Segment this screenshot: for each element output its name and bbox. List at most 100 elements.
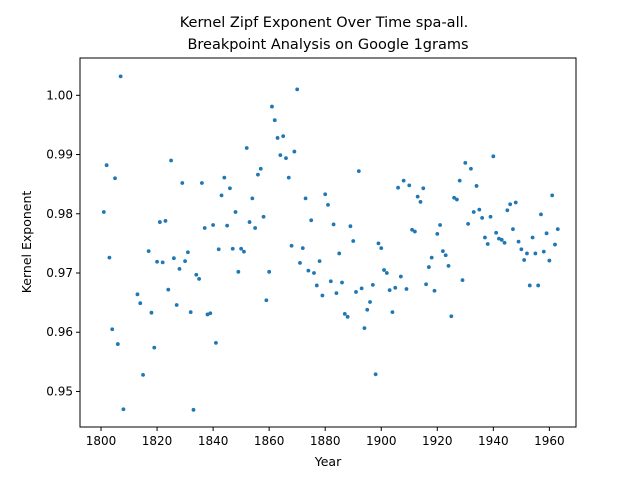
- data-point-10: [141, 372, 145, 377]
- data-point-55: [270, 104, 274, 109]
- data-point-5: [115, 342, 120, 346]
- data-point-7: [121, 407, 126, 412]
- data-point-107: [415, 194, 420, 199]
- data-point-4: [113, 176, 117, 181]
- data-point-94: [379, 246, 384, 251]
- data-point-15: [157, 220, 162, 224]
- data-point-66: [300, 246, 305, 251]
- data-point-39: [225, 223, 230, 228]
- data-point-47: [247, 220, 252, 224]
- data-point-83: [348, 224, 353, 229]
- data-point-155: [550, 193, 555, 198]
- data-point-68: [306, 268, 311, 273]
- data-point-124: [463, 160, 468, 165]
- data-point-44: [239, 246, 244, 251]
- data-point-75: [326, 202, 330, 207]
- data-point-27: [191, 407, 196, 412]
- data-point-61: [286, 175, 291, 180]
- data-point-45: [242, 249, 246, 254]
- data-point-28: [194, 272, 199, 277]
- data-point-104: [407, 183, 412, 188]
- data-point-34: [211, 223, 216, 227]
- data-point-70: [312, 271, 316, 275]
- data-point-53: [264, 298, 269, 303]
- data-point-86: [356, 169, 361, 174]
- data-point-140: [508, 202, 513, 207]
- data-point-26: [188, 310, 193, 314]
- data-point-149: [533, 251, 538, 256]
- data-point-40: [228, 186, 232, 191]
- data-point-24: [183, 259, 187, 264]
- data-point-152: [541, 249, 546, 254]
- data-point-115: [438, 223, 442, 227]
- data-point-153: [544, 231, 549, 236]
- plot-area-frame: [79, 57, 577, 428]
- data-point-13: [152, 345, 157, 350]
- data-point-87: [359, 286, 364, 291]
- y-tick-label: 0.99: [46, 148, 73, 162]
- data-point-129: [477, 207, 482, 212]
- data-point-125: [466, 221, 471, 226]
- data-point-145: [522, 258, 527, 262]
- data-point-131: [483, 235, 487, 240]
- data-point-112: [429, 255, 434, 260]
- data-point-9: [138, 301, 143, 306]
- data-point-65: [298, 261, 302, 265]
- data-point-118: [446, 264, 451, 268]
- data-point-54: [267, 269, 272, 274]
- data-point-30: [200, 181, 204, 185]
- x-tick-label: 1920: [422, 434, 453, 448]
- data-point-122: [457, 178, 462, 183]
- data-point-50: [256, 172, 260, 177]
- data-point-48: [250, 196, 255, 201]
- data-point-57: [275, 136, 280, 140]
- data-point-33: [208, 311, 213, 316]
- data-point-130: [480, 216, 485, 220]
- data-point-142: [513, 200, 518, 205]
- data-point-126: [469, 166, 473, 171]
- data-point-110: [424, 282, 428, 287]
- data-point-100: [396, 185, 400, 190]
- x-tick-label: 1860: [254, 434, 285, 448]
- data-point-8: [135, 292, 140, 297]
- x-tick-label: 1800: [86, 434, 117, 448]
- data-point-51: [258, 166, 263, 171]
- data-point-60: [284, 156, 288, 161]
- data-point-92: [373, 372, 378, 377]
- data-point-41: [230, 246, 235, 251]
- data-point-56: [272, 118, 277, 123]
- data-point-2: [107, 255, 112, 260]
- data-point-95: [382, 268, 386, 272]
- data-point-89: [365, 307, 370, 312]
- data-point-138: [502, 240, 507, 245]
- y-tick-label: 0.97: [46, 266, 73, 280]
- data-point-22: [177, 266, 182, 271]
- data-point-99: [393, 285, 398, 290]
- data-point-71: [314, 283, 319, 288]
- y-axis-ticks: 0.95 0.96 0.97 0.98 0.99 1.00: [46, 88, 80, 398]
- x-tick-label: 1840: [198, 434, 229, 448]
- data-point-59: [281, 134, 286, 139]
- y-tick-label: 1.00: [46, 88, 73, 102]
- data-points: [101, 74, 560, 412]
- chart-title-line-1: Kernel Zipf Exponent Over Time spa-all.: [180, 15, 468, 31]
- data-point-101: [398, 274, 403, 279]
- data-point-74: [323, 192, 328, 197]
- data-point-6: [118, 74, 123, 79]
- data-point-128: [474, 184, 479, 188]
- data-point-0: [101, 210, 106, 214]
- data-point-132: [485, 242, 490, 246]
- data-point-38: [222, 175, 227, 180]
- data-point-111: [426, 265, 431, 269]
- data-point-76: [328, 279, 333, 284]
- data-point-84: [351, 239, 356, 243]
- data-point-134: [491, 154, 496, 159]
- y-axis-label: Kernel Exponent: [19, 191, 34, 294]
- data-point-42: [233, 210, 238, 214]
- data-point-81: [342, 311, 347, 316]
- x-tick-label: 1940: [478, 434, 509, 448]
- data-point-98: [390, 310, 395, 314]
- data-point-109: [421, 186, 426, 191]
- data-point-43: [236, 269, 241, 274]
- data-point-19: [169, 158, 173, 163]
